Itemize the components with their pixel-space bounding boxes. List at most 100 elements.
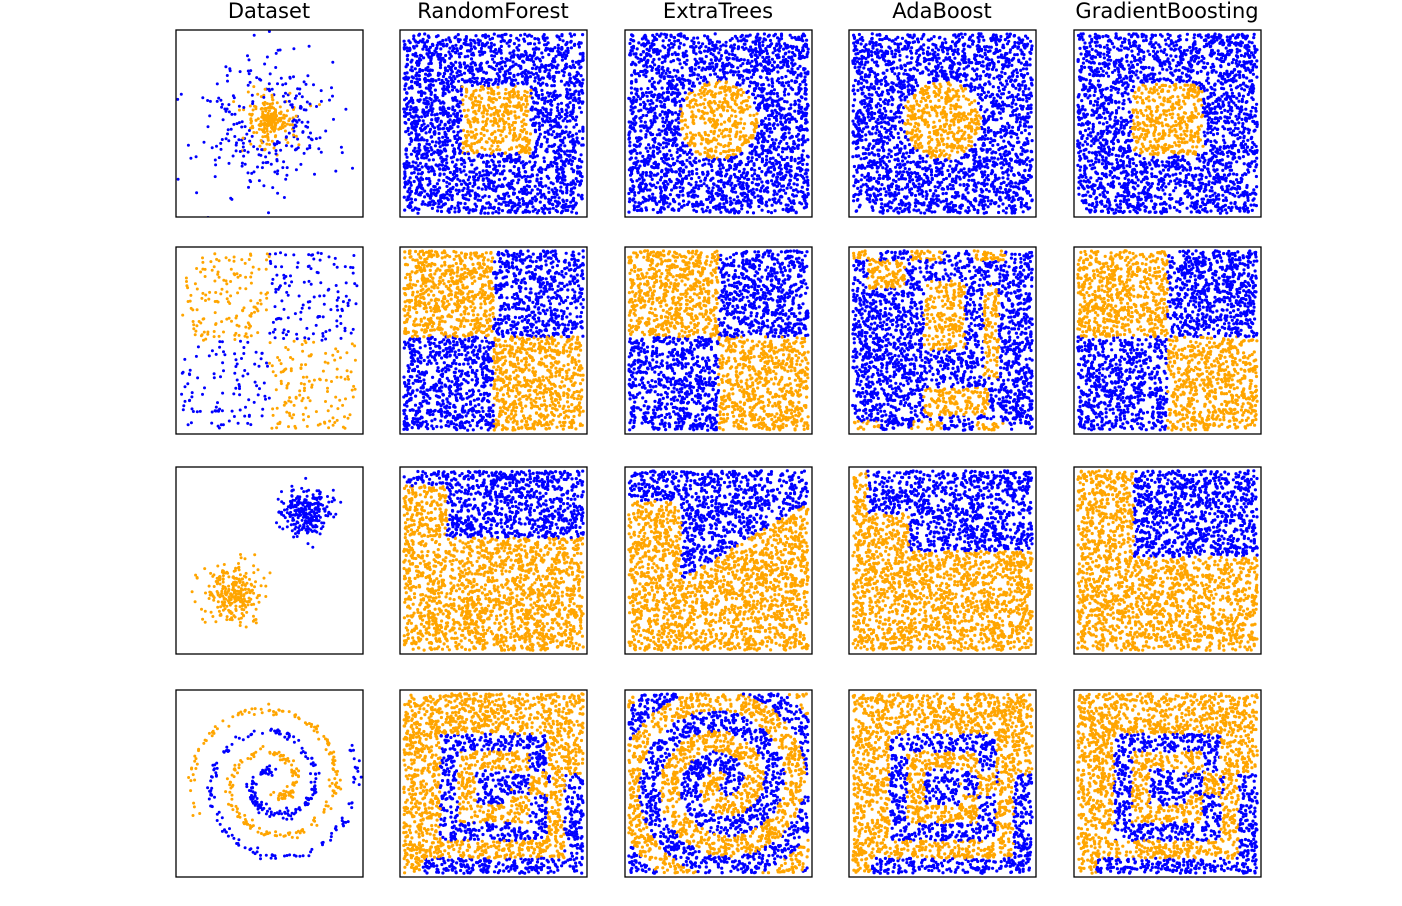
point-class-0 — [233, 112, 237, 116]
point-class-0 — [434, 163, 438, 167]
point-class-0 — [227, 103, 231, 107]
point-class-0 — [638, 151, 642, 155]
point-class-0 — [469, 44, 473, 48]
point-class-0 — [737, 70, 741, 74]
point-class-0 — [748, 61, 752, 65]
point-class-0 — [436, 209, 440, 213]
point-class-0 — [500, 33, 504, 37]
point-class-0 — [245, 132, 249, 136]
point-class-0 — [543, 196, 548, 200]
point-class-0 — [745, 199, 749, 203]
point-class-1 — [518, 133, 522, 137]
point-class-1 — [691, 113, 695, 117]
point-class-0 — [687, 87, 691, 91]
point-class-1 — [477, 106, 482, 110]
point-class-0 — [416, 172, 420, 176]
point-class-1 — [727, 116, 731, 121]
point-class-0 — [685, 158, 689, 162]
point-class-0 — [775, 65, 780, 69]
point-class-0 — [430, 103, 434, 107]
point-class-0 — [567, 161, 571, 165]
point-class-1 — [493, 136, 498, 140]
point-class-0 — [492, 54, 497, 58]
point-class-0 — [803, 86, 807, 90]
point-class-1 — [734, 135, 738, 139]
point-class-0 — [666, 87, 670, 91]
point-class-0 — [722, 202, 726, 206]
point-class-0 — [542, 159, 547, 164]
point-class-0 — [580, 82, 584, 86]
point-class-0 — [581, 136, 585, 141]
point-class-0 — [445, 161, 449, 165]
point-class-0 — [524, 53, 528, 57]
point-class-0 — [438, 72, 442, 76]
point-class-0 — [423, 195, 427, 199]
point-class-0 — [674, 118, 678, 122]
point-class-0 — [403, 77, 407, 81]
point-class-0 — [566, 133, 570, 137]
point-class-0 — [753, 96, 758, 100]
point-class-1 — [706, 148, 710, 152]
point-class-0 — [438, 163, 442, 167]
point-class-0 — [439, 196, 443, 200]
point-class-0 — [459, 170, 463, 174]
point-class-0 — [491, 211, 495, 215]
point-class-0 — [213, 158, 217, 162]
point-class-0 — [552, 97, 557, 102]
point-class-1 — [276, 120, 280, 124]
point-class-0 — [402, 176, 406, 180]
point-class-0 — [224, 65, 228, 69]
point-class-1 — [260, 128, 264, 132]
point-class-0 — [701, 66, 705, 70]
point-class-1 — [523, 146, 527, 150]
point-class-1 — [488, 147, 492, 151]
point-class-1 — [736, 88, 741, 92]
point-class-0 — [706, 205, 710, 209]
point-class-1 — [498, 95, 502, 100]
point-class-1 — [718, 100, 722, 104]
point-class-0 — [240, 125, 244, 129]
point-class-0 — [791, 188, 796, 192]
point-class-0 — [247, 58, 251, 62]
point-class-1 — [269, 106, 273, 110]
point-class-0 — [571, 108, 575, 112]
point-class-0 — [564, 202, 568, 206]
point-class-0 — [414, 51, 418, 55]
point-class-1 — [507, 91, 511, 95]
point-class-0 — [633, 191, 637, 195]
point-class-0 — [434, 35, 439, 39]
point-class-0 — [425, 146, 429, 150]
point-class-1 — [728, 127, 733, 131]
point-class-0 — [263, 62, 267, 66]
point-class-0 — [638, 137, 642, 141]
point-class-0 — [250, 171, 254, 175]
point-class-0 — [253, 24, 256, 27]
point-class-0 — [508, 40, 512, 44]
point-class-0 — [560, 167, 565, 171]
point-class-0 — [532, 164, 536, 168]
point-class-0 — [458, 61, 462, 65]
point-class-0 — [533, 88, 537, 92]
point-class-0 — [766, 179, 770, 183]
point-class-0 — [223, 107, 227, 111]
point-class-0 — [430, 206, 434, 210]
point-class-0 — [754, 42, 758, 46]
point-class-0 — [404, 107, 408, 111]
point-class-0 — [537, 47, 541, 51]
point-class-0 — [726, 182, 730, 186]
point-class-0 — [308, 102, 312, 106]
point-class-0 — [737, 177, 742, 181]
point-class-0 — [534, 71, 539, 75]
point-class-0 — [664, 35, 668, 40]
point-class-1 — [730, 97, 734, 101]
point-class-0 — [747, 189, 751, 194]
point-class-0 — [546, 207, 550, 211]
point-class-0 — [566, 182, 570, 187]
point-class-0 — [510, 65, 514, 69]
point-class-1 — [739, 88, 743, 92]
point-class-0 — [664, 174, 669, 178]
point-class-1 — [480, 146, 484, 150]
point-class-1 — [752, 128, 756, 132]
point-class-0 — [475, 166, 479, 170]
